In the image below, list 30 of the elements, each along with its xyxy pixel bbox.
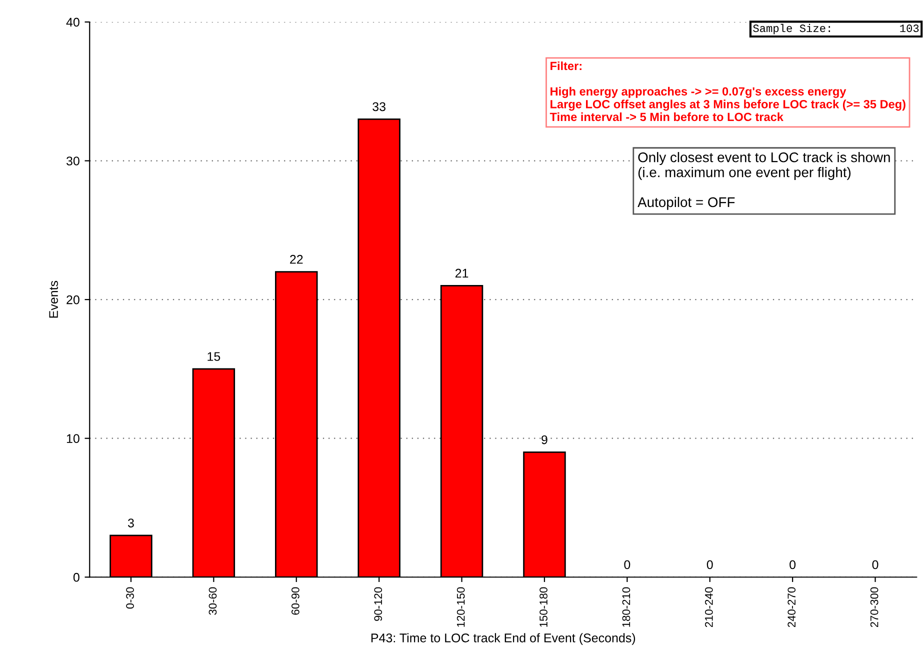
data-label: 0: [872, 560, 878, 570]
data-label: 0: [790, 560, 796, 570]
y-axis-title: Events: [49, 280, 58, 318]
annotation: Sample Size: 103: [753, 24, 919, 34]
y-tick-label: 0: [73, 572, 80, 582]
x-axis-title: P43: Time to LOC track End of Event (Seconds): [371, 633, 636, 645]
x-tick-label: 120-150: [456, 587, 465, 627]
y-tick-label: 40: [66, 18, 80, 27]
x-tick-label: 90-120: [374, 587, 382, 621]
x-tick-label: 210-240: [704, 587, 713, 628]
data-label: 0: [624, 560, 630, 570]
data-label: 0: [706, 560, 713, 570]
x-tick-label: 180-210: [622, 587, 630, 627]
text: Filter: High energy approaches -> >= 0.07g's excess energy Large LOC offset angles at 3 Mins before LOC track (>= 35 Deg) Time interval -> 5 Min before to LOC track: [550, 61, 906, 122]
y-tick-label: 10: [66, 434, 80, 443]
x-tick-label: 60-90: [291, 587, 300, 615]
data-label: 3: [128, 518, 134, 528]
y-tick-label: 30: [66, 156, 80, 166]
data-label: 33: [372, 102, 386, 112]
x-tick-label: 270-300: [870, 587, 878, 628]
data-label: 21: [455, 268, 468, 278]
text: Only closest event to LOC track is shown (i.e. maximum one event per flight) Autopilot = OFF: [638, 152, 890, 210]
data-label: 9: [542, 435, 548, 444]
x-tick-label: 0-30: [126, 587, 134, 609]
x-tick-label: 150-180: [540, 587, 548, 627]
data-label: 15: [208, 352, 220, 361]
y-tick-label: 20: [66, 295, 80, 304]
x-tick-label: 240-270: [788, 587, 796, 628]
x-tick-label: 30-60: [208, 587, 217, 615]
data-label: 22: [290, 254, 303, 264]
